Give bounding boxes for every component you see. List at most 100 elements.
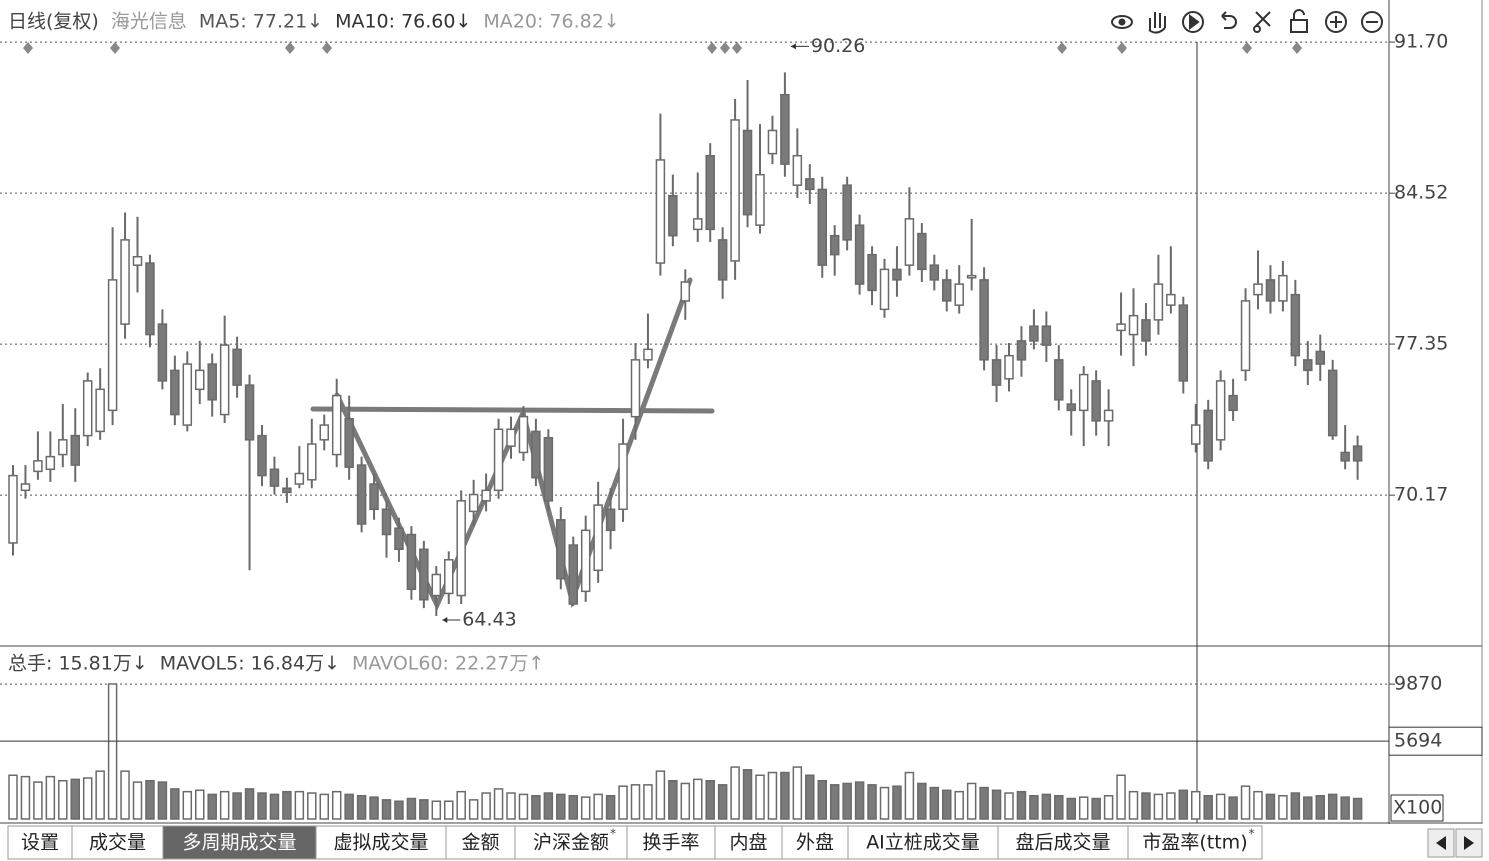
volume-bar [630, 784, 641, 820]
arrow-left [1436, 836, 1446, 850]
zoom-out-icon[interactable] [1361, 11, 1383, 33]
candle-body [1240, 300, 1251, 372]
candle-body [132, 255, 143, 266]
tab-box [714, 825, 783, 860]
undo-icon[interactable] [1221, 11, 1237, 29]
volume-bar [643, 784, 653, 820]
lock-icon[interactable] [1290, 19, 1308, 33]
volume-bar [1066, 797, 1076, 820]
candle-body [58, 439, 68, 456]
header-text: MA5: 77.21↓ [199, 11, 323, 33]
tab[interactable]: 设置 [7, 825, 73, 860]
volume-bar [1016, 790, 1027, 820]
candle-body [867, 253, 877, 292]
volume-bar [331, 790, 342, 820]
volume-bar [1327, 793, 1338, 820]
tab-label: 盘后成交量 [1015, 832, 1110, 854]
volume-bar [257, 792, 267, 820]
candle-body [419, 548, 429, 601]
tab[interactable]: 成交量 [71, 825, 164, 860]
candle-body [319, 424, 329, 441]
candle-body [1041, 325, 1052, 346]
candle-body [518, 415, 529, 454]
volume-bar [929, 786, 940, 820]
candle-body [805, 178, 815, 191]
candle-body [331, 394, 342, 456]
volume-bar [33, 781, 43, 820]
signal-diamond [1117, 42, 1127, 54]
volume-bar [120, 770, 130, 820]
unit-label: X100 [1393, 797, 1442, 819]
tab[interactable]: 内盘 [714, 825, 783, 860]
signal-diamond [1292, 42, 1302, 54]
tab[interactable]: AI立桩成交量 [847, 825, 999, 860]
candle-body [207, 363, 217, 401]
extreme-arrowhead [790, 43, 796, 50]
volume-bar [381, 799, 392, 820]
volume-bar [145, 779, 155, 820]
candle-body [257, 434, 267, 477]
volume-bar [70, 778, 80, 820]
tab-label: 内盘 [729, 832, 767, 854]
candle-body [705, 154, 715, 231]
candle-body [1290, 293, 1301, 357]
candle-body [1340, 451, 1350, 462]
cut-icon[interactable] [1255, 11, 1271, 27]
tab[interactable]: 多周期成交量 [162, 825, 317, 860]
lock-shackle [1293, 9, 1305, 20]
tab[interactable]: 外盘 [781, 825, 849, 860]
candle-body [668, 194, 678, 237]
tab-box [1127, 825, 1263, 860]
candle-body [1278, 274, 1288, 302]
hand-icon[interactable] [1148, 12, 1166, 34]
scroll-buttons [1427, 828, 1483, 858]
tab[interactable]: 盘后成交量 [997, 825, 1129, 860]
tab-note: * [1249, 827, 1255, 841]
volume-bar [829, 784, 840, 820]
extreme-label: 90.26 [811, 35, 865, 57]
eye-icon[interactable] [1111, 15, 1133, 29]
tab-box [445, 825, 516, 860]
candle-body [1315, 350, 1325, 365]
tab[interactable]: 换手率 [626, 825, 716, 860]
volume-bar [157, 781, 168, 820]
tab-label: 市盈率(ttm) [1142, 832, 1247, 854]
volume-bar [45, 775, 56, 820]
volume-bar [618, 785, 628, 820]
volume-bar [531, 795, 541, 820]
candle-body [693, 218, 703, 231]
zoom-in-icon[interactable] [1325, 11, 1347, 33]
tab[interactable]: 虚拟成交量 [315, 825, 447, 860]
candle-body [356, 464, 367, 525]
candle-body [481, 489, 491, 502]
volume-bar [917, 782, 927, 820]
play-triangle [1189, 14, 1200, 30]
volume-bar [344, 793, 354, 820]
volume-bar [1029, 795, 1039, 820]
candle-body [829, 234, 840, 256]
tab[interactable]: 沪深金额 * [514, 825, 628, 860]
volume-bar [1166, 792, 1176, 820]
candle-body [145, 262, 155, 336]
volume-bar [1004, 792, 1014, 820]
volume-bar [755, 774, 765, 820]
y-tick-label: 9870 [1394, 673, 1442, 695]
volume-bar [705, 779, 715, 820]
candle-body [767, 129, 778, 155]
candle-body [1078, 373, 1089, 412]
signal-diamond [23, 42, 33, 54]
candle-body [493, 428, 504, 492]
candle-body [219, 344, 230, 416]
candle-body [1103, 409, 1114, 422]
volume-bar [182, 790, 193, 820]
candle-body [431, 573, 442, 597]
header-text: 总手: 15.81万↓ [8, 653, 148, 675]
play-icon[interactable] [1182, 11, 1204, 33]
candle-body [742, 129, 753, 216]
tab[interactable]: 金额 [445, 825, 516, 860]
tab[interactable]: 市盈率(ttm) * [1127, 825, 1263, 860]
candle-body [618, 443, 628, 511]
plus [1330, 16, 1342, 28]
scroll-right[interactable] [1455, 828, 1483, 858]
